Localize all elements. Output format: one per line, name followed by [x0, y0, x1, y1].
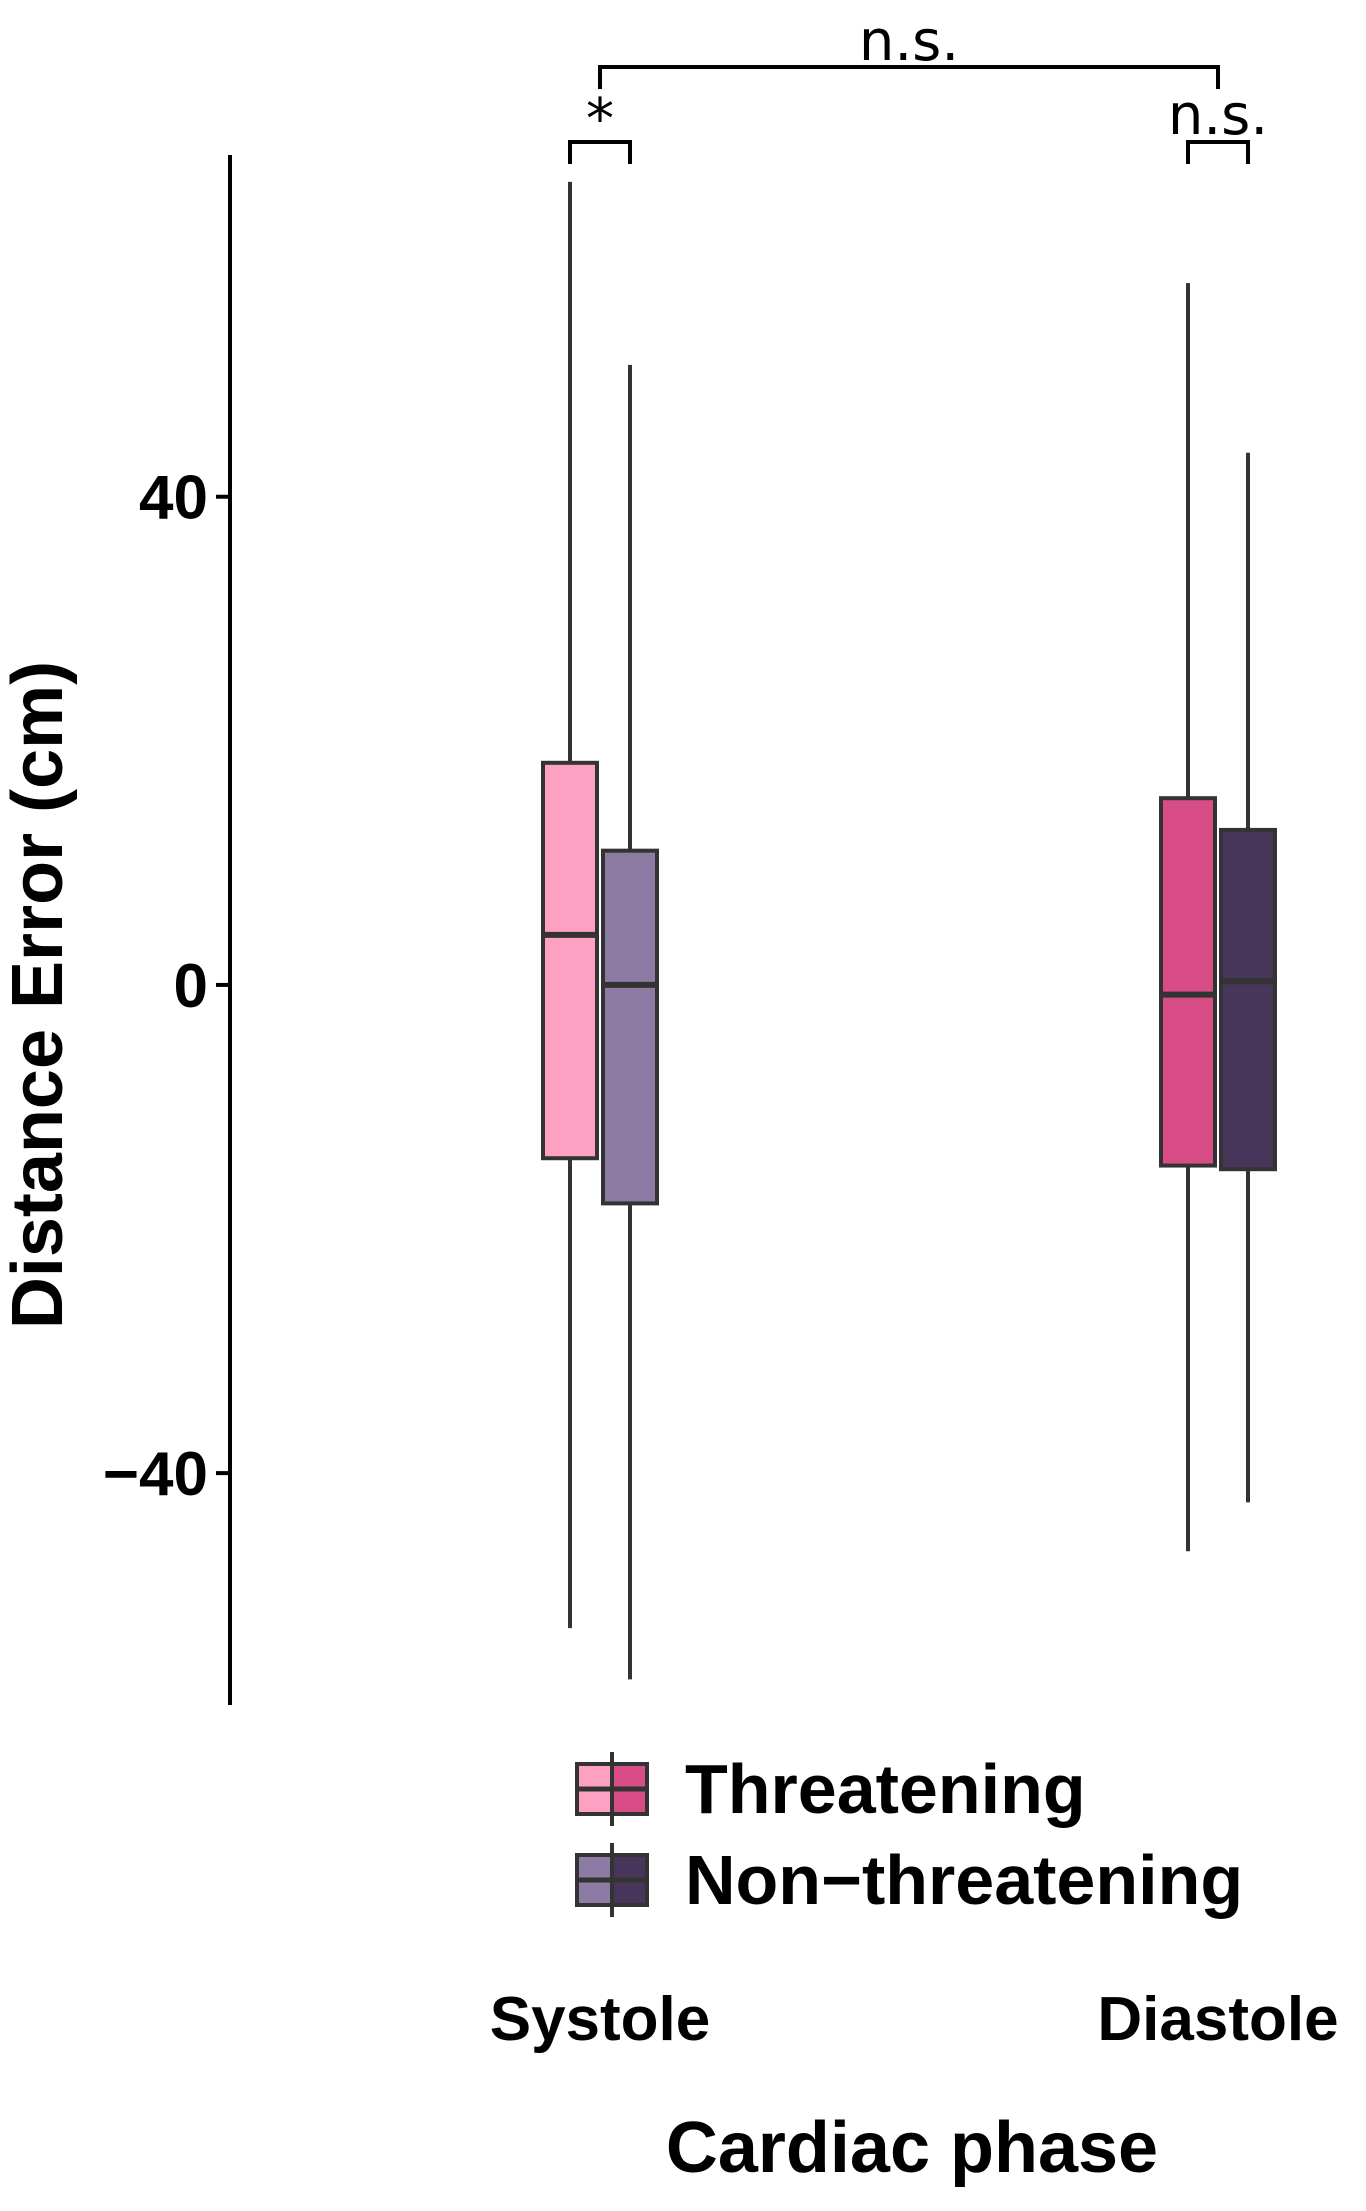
sig-bracket-diastole: [1186, 140, 1250, 164]
sig-bracket-between-phases: [598, 65, 1220, 89]
sig-bracket-systole: [568, 140, 632, 164]
legend-label-threatening: Threatening: [685, 1750, 1086, 1828]
x-tick-label-systole: Systole: [490, 1985, 711, 2054]
legend-label-non-threatening: Non−threatening: [685, 1841, 1243, 1919]
y-axis-title: Distance Error (cm): [0, 661, 78, 1329]
box-diastole-threatening: [1159, 796, 1217, 1168]
box-systole-non-threatening: [601, 848, 659, 1206]
y-tick-label-0: 0: [174, 952, 208, 1021]
sig-label-systole: *: [586, 87, 614, 152]
y-tick-label-40: 40: [139, 464, 208, 533]
y-tick-label-40: −40: [103, 1440, 208, 1509]
sig-label-between-phases: n.s.: [859, 9, 959, 74]
sig-label-diastole: n.s.: [1168, 83, 1268, 148]
box-systole-threatening: [541, 760, 599, 1161]
x-axis-title: Cardiac phase: [666, 2108, 1158, 2188]
legend: Threatening Non−threatening: [575, 1750, 1243, 1919]
x-tick-label-diastole: Diastole: [1097, 1985, 1338, 2054]
significance-annotations: * n.s. n.s.: [568, 9, 1268, 164]
x-axis: Systole Diastole: [490, 1985, 1339, 2054]
y-axis: 40 0 −40: [103, 155, 232, 1705]
boxes: [541, 181, 1277, 1680]
box-diastole-non-threatening: [1219, 827, 1277, 1172]
